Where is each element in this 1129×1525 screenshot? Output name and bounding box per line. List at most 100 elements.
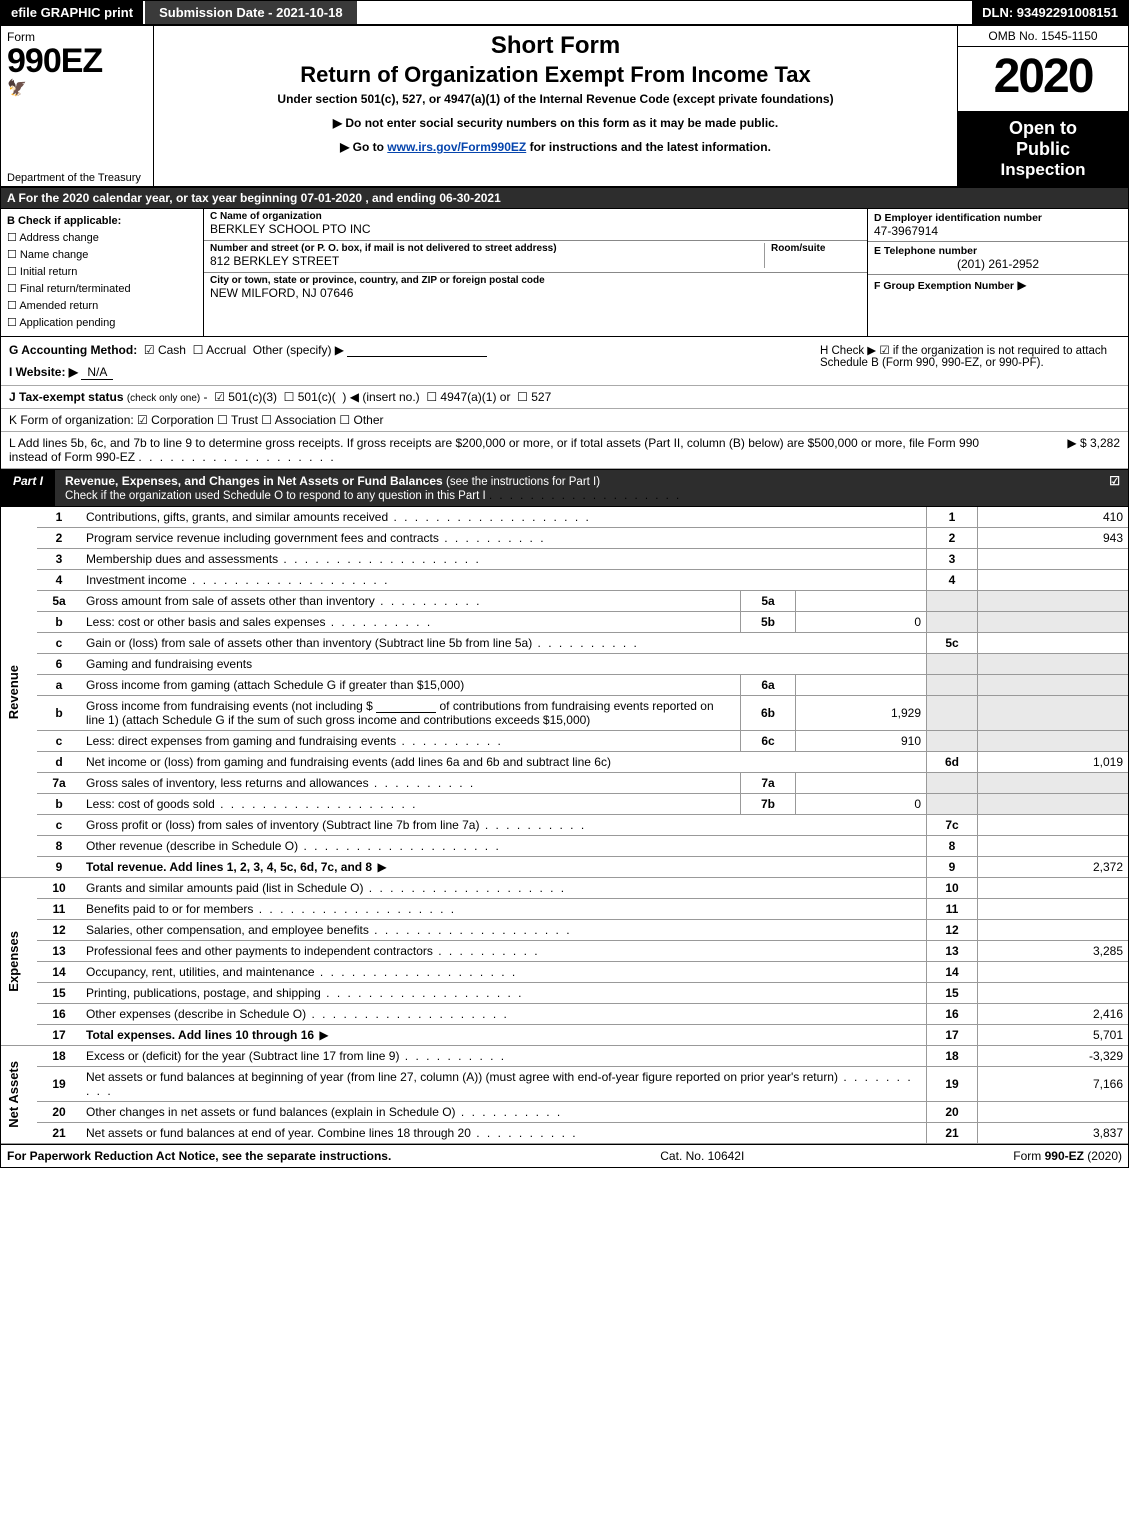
part1-title-wrap: Revenue, Expenses, and Changes in Net As… bbox=[55, 470, 1101, 506]
blank[interactable] bbox=[376, 700, 436, 713]
numbox-shade bbox=[927, 794, 978, 815]
dots-icon bbox=[298, 839, 501, 853]
desc: Net assets or fund balances at beginning… bbox=[86, 1070, 838, 1084]
line-17: 17 Total expenses. Add lines 10 through … bbox=[1, 1025, 1128, 1046]
desc: Less: cost or other basis and sales expe… bbox=[86, 615, 325, 629]
dots-icon bbox=[278, 552, 481, 566]
midval bbox=[796, 591, 927, 612]
ln: b bbox=[37, 696, 81, 731]
tax-year: 2020 bbox=[958, 47, 1128, 112]
amount bbox=[978, 962, 1129, 983]
amount bbox=[978, 549, 1129, 570]
open-l3: Inspection bbox=[962, 160, 1124, 180]
dots-icon bbox=[363, 881, 566, 895]
open-l1: Open to bbox=[962, 118, 1124, 139]
line-5b: b Less: cost or other basis and sales ex… bbox=[1, 612, 1128, 633]
ln: c bbox=[37, 815, 81, 836]
dots-icon bbox=[369, 923, 572, 937]
footer-mid: Cat. No. 10642I bbox=[660, 1149, 744, 1163]
d-ein: D Employer identification number 47-3967… bbox=[868, 209, 1128, 242]
numbox-shade bbox=[927, 773, 978, 794]
c-city: City or town, state or province, country… bbox=[204, 273, 867, 304]
f-lbl: F Group Exemption Number bbox=[874, 280, 1014, 292]
midval bbox=[796, 675, 927, 696]
line-14: 14 Occupancy, rent, utilities, and maint… bbox=[1, 962, 1128, 983]
line-5a: 5a Gross amount from sale of assets othe… bbox=[1, 591, 1128, 612]
desc: Grants and similar amounts paid (list in… bbox=[86, 881, 363, 895]
amount: 2,416 bbox=[978, 1004, 1129, 1025]
ln: 4 bbox=[37, 570, 81, 591]
dots-icon bbox=[325, 615, 432, 629]
numbox-shade bbox=[927, 612, 978, 633]
mid: 5b bbox=[741, 612, 796, 633]
footer-left: For Paperwork Reduction Act Notice, see … bbox=[7, 1149, 391, 1163]
open-to-public: Open to Public Inspection bbox=[958, 112, 1128, 186]
irs-eagle-icon: 🦅 bbox=[7, 78, 147, 98]
numbox: 11 bbox=[927, 899, 978, 920]
ln: 9 bbox=[37, 857, 81, 878]
desc: Gross income from gaming (attach Schedul… bbox=[81, 675, 741, 696]
line-2: 2 Program service revenue including gove… bbox=[1, 528, 1128, 549]
chk-initial-return[interactable]: Initial return bbox=[7, 264, 197, 281]
ln: 20 bbox=[37, 1102, 81, 1123]
line-20: 20 Other changes in net assets or fund b… bbox=[1, 1102, 1128, 1123]
form-990ez-page: efile GRAPHIC print Submission Date - 20… bbox=[0, 0, 1129, 1168]
efile-print-label[interactable]: efile GRAPHIC print bbox=[1, 1, 143, 24]
ln: 6 bbox=[37, 654, 81, 675]
line-5c: c Gain or (loss) from sale of assets oth… bbox=[1, 633, 1128, 654]
form-identity: Form 990EZ 🦅 Department of the Treasury bbox=[1, 26, 154, 186]
line-6b: b Gross income from fundraising events (… bbox=[1, 696, 1128, 731]
e-phone: E Telephone number (201) 261-2952 bbox=[868, 242, 1128, 275]
amount-shade bbox=[978, 654, 1129, 675]
ln: 1 bbox=[37, 507, 81, 528]
midval: 1,929 bbox=[796, 696, 927, 731]
g-other-blank[interactable] bbox=[347, 344, 487, 357]
chk-name-change[interactable]: Name change bbox=[7, 247, 197, 264]
amount-shade bbox=[978, 591, 1129, 612]
header-right: OMB No. 1545-1150 2020 Open to Public In… bbox=[958, 26, 1128, 186]
c-name-lbl: C Name of organization bbox=[210, 211, 861, 222]
goto-post: for instructions and the latest informat… bbox=[530, 140, 771, 154]
mid: 6a bbox=[741, 675, 796, 696]
midval bbox=[796, 773, 927, 794]
numbox: 20 bbox=[927, 1102, 978, 1123]
dots-icon bbox=[315, 965, 518, 979]
dots-icon bbox=[215, 797, 418, 811]
row-l-text: L Add lines 5b, 6c, and 7b to line 9 to … bbox=[9, 436, 1020, 464]
g-other: Other (specify) ▶ bbox=[253, 343, 344, 357]
dln-label: DLN: 93492291008151 bbox=[972, 1, 1128, 24]
spacer bbox=[359, 1, 973, 24]
ln: 3 bbox=[37, 549, 81, 570]
line-13: 13 Professional fees and other payments … bbox=[1, 941, 1128, 962]
chk-final-return[interactable]: Final return/terminated bbox=[7, 281, 197, 298]
desc: Excess or (deficit) for the year (Subtra… bbox=[86, 1049, 399, 1063]
ln: 12 bbox=[37, 920, 81, 941]
part1-check[interactable]: ☑ bbox=[1101, 470, 1128, 506]
g-cash[interactable]: Cash bbox=[144, 343, 186, 357]
line-6c: c Less: direct expenses from gaming and … bbox=[1, 731, 1128, 752]
dots-icon bbox=[314, 1028, 331, 1042]
f-group: F Group Exemption Number ▶ bbox=[868, 275, 1128, 336]
mid: 7a bbox=[741, 773, 796, 794]
ln: a bbox=[37, 675, 81, 696]
dots-icon bbox=[532, 636, 639, 650]
irs-link[interactable]: www.irs.gov/Form990EZ bbox=[387, 140, 526, 154]
amount-shade bbox=[978, 675, 1129, 696]
numbox: 8 bbox=[927, 836, 978, 857]
line-4: 4 Investment income 4 bbox=[1, 570, 1128, 591]
dots-icon bbox=[187, 573, 390, 587]
chk-amended[interactable]: Amended return bbox=[7, 298, 197, 315]
c-city-val: NEW MILFORD, NJ 07646 bbox=[210, 286, 861, 300]
e-lbl: E Telephone number bbox=[874, 245, 1122, 257]
c-city-lbl: City or town, state or province, country… bbox=[210, 275, 861, 286]
chk-app-pending[interactable]: Application pending bbox=[7, 315, 197, 332]
desc: Investment income bbox=[86, 573, 187, 587]
dots-icon bbox=[306, 1007, 509, 1021]
ln: 13 bbox=[37, 941, 81, 962]
chk-address-change[interactable]: Address change bbox=[7, 230, 197, 247]
part1-title: Revenue, Expenses, and Changes in Net As… bbox=[65, 474, 443, 488]
line-11: 11 Benefits paid to or for members 11 bbox=[1, 899, 1128, 920]
g-accrual[interactable]: Accrual bbox=[193, 343, 246, 357]
line-12: 12 Salaries, other compensation, and emp… bbox=[1, 920, 1128, 941]
numbox: 21 bbox=[927, 1123, 978, 1144]
